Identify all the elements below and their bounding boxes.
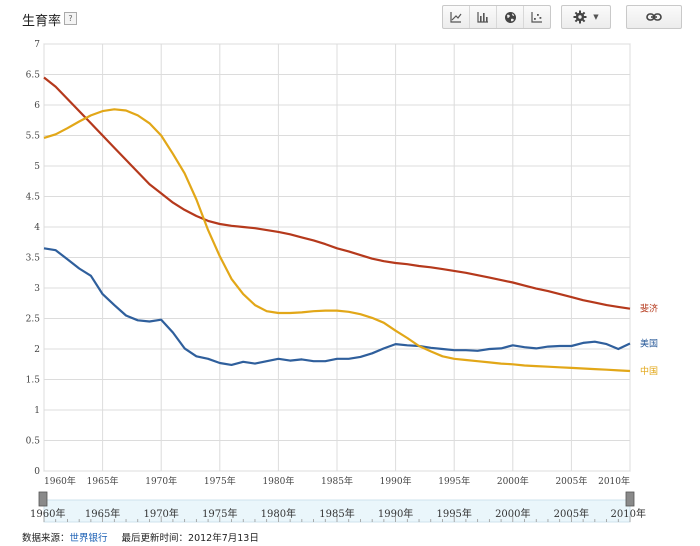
x-tick-label: 1970年: [145, 475, 177, 487]
series-lines: [43, 76, 631, 373]
range-slider-end-label: 2010年: [611, 507, 646, 520]
updated-value: 2012年7月13日: [188, 533, 259, 544]
range-slider-start-label: 1960年: [30, 507, 65, 520]
gear-icon[interactable]: ▼: [562, 6, 610, 28]
series-line: [43, 247, 631, 366]
x-tick-label: 1990年: [380, 475, 412, 487]
y-tick-label: 3.5: [26, 254, 41, 264]
y-tick-label: 4.5: [26, 193, 41, 203]
range-slider-label: 2000年: [495, 507, 530, 520]
range-slider-label: 1980年: [261, 507, 296, 520]
range-slider-start-handle[interactable]: [38, 491, 48, 507]
y-tick-label: 5: [34, 162, 40, 172]
source-link[interactable]: 世界银行: [69, 533, 108, 544]
x-tick-label: 2000年: [497, 475, 529, 487]
updated-label: 最后更新时间：: [121, 533, 189, 544]
y-axis-ticks: 0 0.5 1 1.5 2 2.5 3 3.5 4 4.5 5 5.5 6 6.5 7: [26, 40, 41, 477]
series-end-label: 美国: [640, 338, 658, 350]
y-tick-label: 1: [34, 406, 40, 416]
range-slider[interactable]: 1965年 1970年 1975年 1980年 1985年 1990年 1995年 2000年…: [30, 491, 646, 523]
x-tick-label: 1960年: [44, 475, 76, 487]
help-icon[interactable]: ?: [64, 12, 77, 25]
footer: 数据来源：世界银行 最后更新时间：2012年7月13日: [22, 530, 259, 544]
range-slider-label: 1965年: [85, 507, 120, 520]
x-tick-label: 2010年: [598, 475, 630, 487]
y-tick-label: 2: [34, 345, 40, 355]
x-axis-ticks: 1960年 1965年 1970年 1975年 1980年 1985年 1990年 1995年…: [44, 475, 630, 487]
series-end-label: 中国: [640, 365, 658, 377]
y-tick-label: 6: [34, 101, 40, 111]
x-tick-label: 2005年: [555, 475, 587, 487]
series-end-label: 斐济: [640, 303, 658, 315]
y-tick-label: 4: [34, 223, 40, 233]
y-tick-label: 7: [34, 40, 40, 50]
chart-type-toolbar: [442, 5, 551, 29]
scatter-icon[interactable]: [524, 6, 550, 28]
chevron-down-icon: ▼: [593, 13, 599, 21]
page-title: 生育率: [22, 14, 62, 29]
y-tick-label: 0.5: [26, 437, 41, 447]
y-tick-label: 1.5: [26, 376, 41, 386]
y-tick-label: 5.5: [26, 132, 41, 142]
y-tick-label: 2.5: [26, 315, 41, 325]
bar-chart-icon[interactable]: [470, 6, 497, 28]
line-chart-icon[interactable]: [443, 6, 470, 28]
series-line: [43, 108, 631, 373]
x-tick-label: 1980年: [262, 475, 294, 487]
y-tick-label: 6.5: [26, 71, 41, 81]
y-tick-label: 0: [34, 467, 40, 477]
x-tick-label: 1995年: [438, 475, 470, 487]
range-slider-label: 1985年: [319, 507, 354, 520]
range-slider-end-handle[interactable]: [625, 491, 635, 507]
range-slider-label: 1970年: [143, 507, 178, 520]
range-slider-label: 2005年: [554, 507, 589, 520]
range-slider-label: 1995年: [436, 507, 471, 520]
range-slider-label: 1975年: [202, 507, 237, 520]
range-slider-label: 1990年: [378, 507, 413, 520]
link-icon[interactable]: [627, 6, 681, 28]
settings-button[interactable]: ▼: [561, 5, 611, 29]
y-tick-label: 3: [34, 284, 40, 294]
x-tick-label: 1965年: [87, 475, 119, 487]
series-line: [43, 76, 631, 310]
globe-icon[interactable]: [497, 6, 524, 28]
link-button[interactable]: [626, 5, 682, 29]
x-tick-label: 1975年: [204, 475, 236, 487]
source-label: 数据来源：: [22, 533, 70, 544]
x-tick-label: 1985年: [321, 475, 353, 487]
grid-lines: [43, 43, 631, 472]
